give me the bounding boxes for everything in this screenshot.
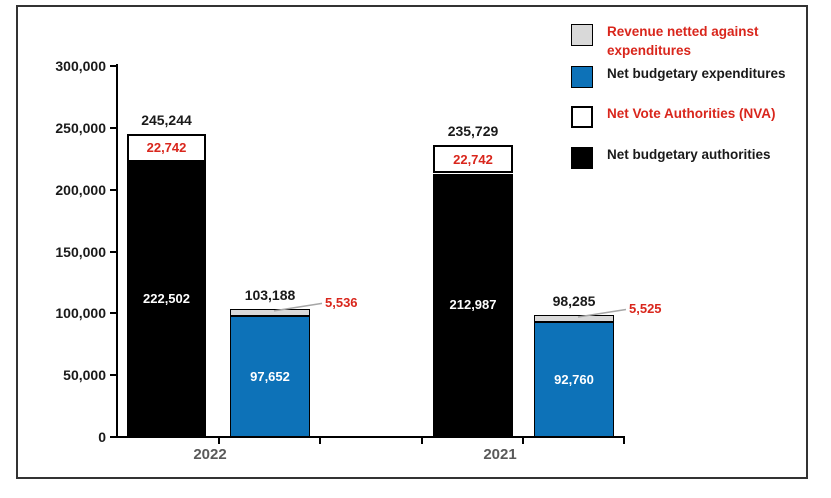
segment-value-net-vote-authorities-nva-2021: 22,742 xyxy=(453,152,493,167)
x-category-label-2021: 2021 xyxy=(483,446,517,463)
x-axis-tick xyxy=(319,437,321,444)
segment-value-callout-revenue-netted-against-expenditures-2022: 5,536 xyxy=(325,295,358,310)
legend-item-net-budgetary-expenditures: Net budgetary expenditures xyxy=(571,66,792,88)
y-axis-line xyxy=(116,64,118,438)
legend-swatch-icon xyxy=(571,147,593,169)
y-axis-tick xyxy=(110,251,117,253)
bar-total-expenditures-2021: 98,285 xyxy=(552,293,596,309)
segment-net-vote-authorities-nva-2022 xyxy=(127,134,206,162)
x-axis-tick xyxy=(623,437,625,444)
segment-value-net-budgetary-authorities-2021: 212,987 xyxy=(449,297,497,312)
x-axis-tick xyxy=(218,437,220,444)
y-axis-tick xyxy=(110,312,117,314)
y-axis-tick xyxy=(110,436,117,438)
legend-item-net-vote-authorities-nva: Net Vote Authorities (NVA) xyxy=(571,106,792,128)
segment-net-budgetary-expenditures-2021 xyxy=(534,322,614,437)
legend-swatch-icon xyxy=(571,106,593,128)
legend-swatch-icon xyxy=(571,66,593,88)
legend-label: Net Vote Authorities (NVA) xyxy=(607,106,776,121)
y-axis-tick-label: 50,000 xyxy=(63,367,106,383)
y-axis-tick xyxy=(110,374,117,376)
y-axis-tick xyxy=(110,189,117,191)
segment-value-callout-revenue-netted-against-expenditures-2021: 5,525 xyxy=(629,301,662,316)
y-axis-tick-label: 250,000 xyxy=(55,120,106,136)
x-category-label-2022: 2022 xyxy=(193,446,227,463)
y-axis-tick-label: 300,000 xyxy=(55,58,106,74)
x-axis-line xyxy=(116,436,625,438)
y-axis-tick-label: 0 xyxy=(98,429,106,445)
bar-total-authorities-2021: 235,729 xyxy=(447,123,499,139)
legend-label: Revenue netted against expenditures xyxy=(607,24,759,58)
legend-swatch-icon xyxy=(571,24,593,46)
segment-value-net-vote-authorities-nva-2022: 22,742 xyxy=(146,140,187,155)
segment-value-net-budgetary-expenditures-2022: 97,652 xyxy=(250,369,290,384)
segment-value-net-budgetary-expenditures-2021: 92,760 xyxy=(554,372,594,387)
legend-item-revenue-netted-against-expendi: Revenue netted against expenditures xyxy=(571,24,792,60)
bar-total-authorities-2022: 245,244 xyxy=(141,112,192,128)
legend-item-net-budgetary-authorities: Net budgetary authorities xyxy=(571,147,792,169)
bar-total-expenditures-2022: 103,188 xyxy=(244,287,296,303)
segment-net-vote-authorities-nva-2021 xyxy=(433,145,513,173)
y-axis-tick xyxy=(110,65,117,67)
segment-revenue-netted-against-expenditures-2021 xyxy=(534,315,614,322)
y-axis-tick-label: 100,000 xyxy=(55,305,106,321)
segment-net-budgetary-authorities-2021 xyxy=(433,174,513,437)
legend: Revenue netted against expenditures Net b… xyxy=(571,24,811,184)
y-axis-tick-label: 200,000 xyxy=(55,182,106,198)
segment-net-budgetary-authorities-2022 xyxy=(127,162,206,437)
x-axis-tick xyxy=(522,437,524,444)
legend-label: Net budgetary expenditures xyxy=(607,66,786,81)
y-axis-tick-label: 150,000 xyxy=(55,244,106,260)
x-axis-tick xyxy=(421,437,423,444)
y-axis-tick xyxy=(110,127,117,129)
segment-revenue-netted-against-expenditures-2022 xyxy=(230,309,310,316)
segment-net-budgetary-expenditures-2022 xyxy=(230,316,310,437)
segment-value-net-budgetary-authorities-2022: 222,502 xyxy=(143,291,190,306)
legend-label: Net budgetary authorities xyxy=(607,147,771,162)
